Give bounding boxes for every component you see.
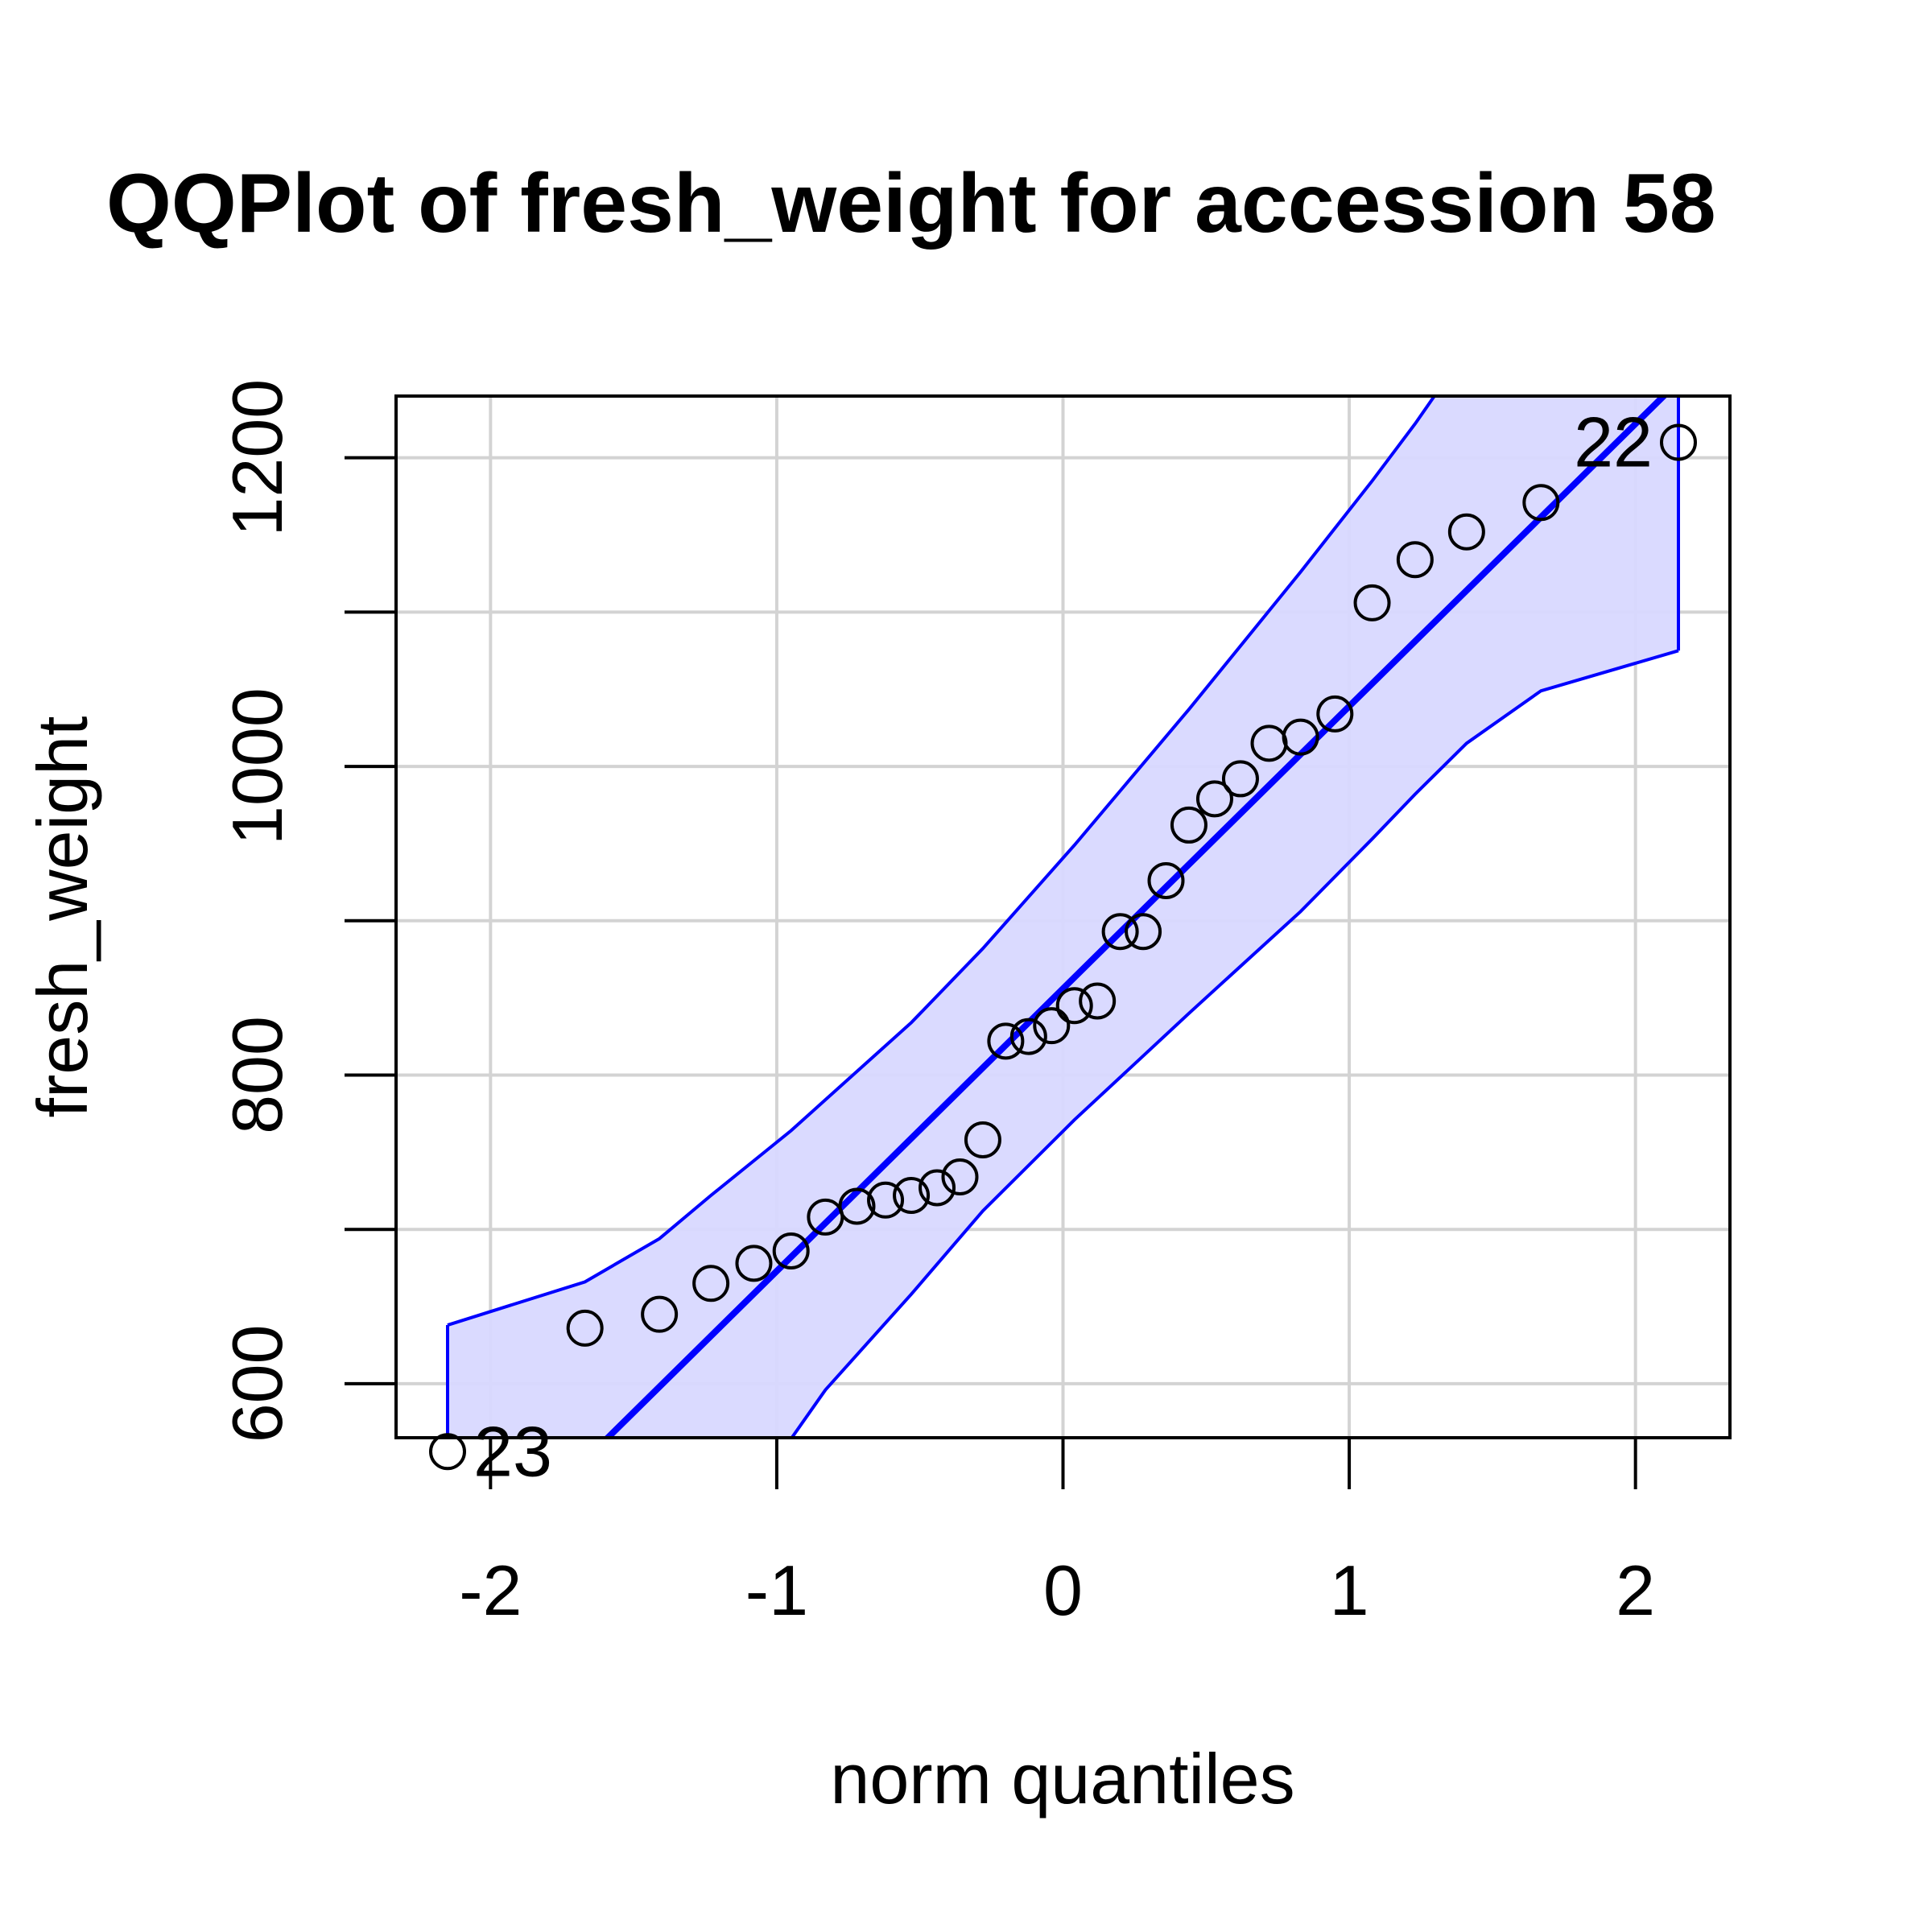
data-point	[566, 1309, 604, 1347]
y-tick-label: 1000	[217, 687, 297, 845]
y-tick-label: 800	[217, 1016, 297, 1134]
data-point	[1221, 760, 1259, 798]
y-tick-label: 1200	[217, 379, 297, 537]
point-label: 22	[1574, 402, 1653, 482]
envelope-upper-line	[447, 396, 1437, 1327]
data-point	[1659, 423, 1697, 461]
data-point	[1079, 982, 1117, 1020]
data-point	[941, 1158, 979, 1196]
data-point	[1316, 695, 1354, 733]
envelope-lower-line	[790, 649, 1679, 1438]
data-point	[867, 1181, 905, 1219]
x-axis: -2 -1 0 1 2	[459, 1436, 1655, 1630]
data-point	[692, 1265, 730, 1302]
data-point	[1055, 987, 1093, 1025]
data-point	[1282, 718, 1319, 756]
data-point	[1353, 584, 1391, 621]
data-point	[919, 1169, 956, 1207]
data-point	[838, 1187, 876, 1225]
y-axis-label: fresh_weight	[23, 716, 102, 1118]
x-tick-label: -1	[745, 1550, 808, 1630]
x-tick-label: -2	[459, 1550, 522, 1630]
data-point	[735, 1245, 773, 1282]
data-point	[1125, 913, 1162, 951]
x-axis-label: norm quantiles	[830, 1739, 1294, 1818]
data-point	[641, 1295, 679, 1333]
data-point	[987, 1022, 1025, 1060]
confidence-envelope	[448, 396, 1678, 1438]
x-tick-label: 1	[1330, 1550, 1369, 1630]
x-tick-label: 0	[1043, 1550, 1083, 1630]
data-point	[1033, 1007, 1071, 1045]
data-point	[1170, 806, 1208, 844]
data-point	[1396, 541, 1434, 579]
data-point	[429, 1433, 467, 1471]
y-tick-label: 600	[217, 1324, 297, 1443]
point-labels: 23 22	[473, 402, 1653, 1492]
data-point	[1009, 1018, 1047, 1055]
data-point	[893, 1177, 931, 1215]
data-point	[772, 1232, 810, 1270]
x-tick-label: 2	[1616, 1550, 1655, 1630]
data-point	[1147, 861, 1185, 899]
data-point	[1101, 913, 1139, 951]
data-point	[964, 1121, 1001, 1159]
data-point	[1522, 484, 1560, 522]
point-label: 23	[473, 1411, 552, 1491]
chart-title: QQPlot of fresh_weight for accession 58	[106, 157, 1716, 250]
reference-line	[603, 396, 1669, 1438]
data-point	[1195, 780, 1233, 818]
y-axis: 600 800 1000 1200	[217, 379, 398, 1443]
data-points	[429, 423, 1697, 1471]
data-point	[1447, 513, 1485, 551]
